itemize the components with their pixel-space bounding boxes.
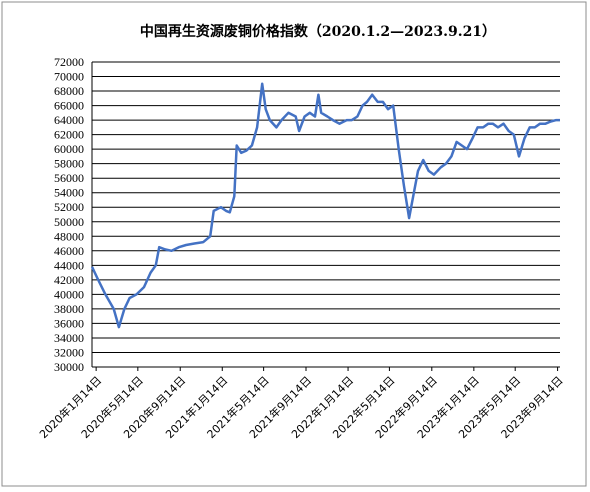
y-tick-label: 48000 <box>54 229 84 243</box>
y-tick-label: 54000 <box>54 186 84 200</box>
y-tick-label: 46000 <box>54 244 84 258</box>
y-tick-label: 30000 <box>54 360 84 374</box>
y-tick-label: 36000 <box>54 316 84 330</box>
y-gridlines <box>92 61 560 368</box>
y-tick-label: 34000 <box>54 331 84 345</box>
y-tick-label: 56000 <box>54 171 84 185</box>
y-tick-label: 68000 <box>54 84 84 98</box>
y-tick-label: 66000 <box>54 99 84 113</box>
y-tick-label: 72000 <box>54 55 84 69</box>
y-tick-label: 50000 <box>54 215 84 229</box>
plot-area <box>90 82 560 329</box>
y-tick-label: 32000 <box>54 345 84 359</box>
y-tick-label: 40000 <box>54 287 84 301</box>
y-tick-label: 44000 <box>54 258 84 272</box>
y-tick-label: 62000 <box>54 128 84 142</box>
y-tick-label: 70000 <box>54 70 84 84</box>
y-tick-label: 64000 <box>54 113 84 127</box>
chart-title: 中国再生资源废铜价格指数（2020.1.2—2023.9.21） <box>140 23 496 40</box>
y-tick-label: 52000 <box>54 200 84 214</box>
y-axis: 3000032000340003600038000400004200044000… <box>54 55 93 374</box>
y-tick-label: 58000 <box>54 157 84 171</box>
y-tick-label: 42000 <box>54 273 84 287</box>
series-line <box>90 82 560 329</box>
y-tick-label: 60000 <box>54 142 84 156</box>
y-tick-label: 38000 <box>54 302 84 316</box>
